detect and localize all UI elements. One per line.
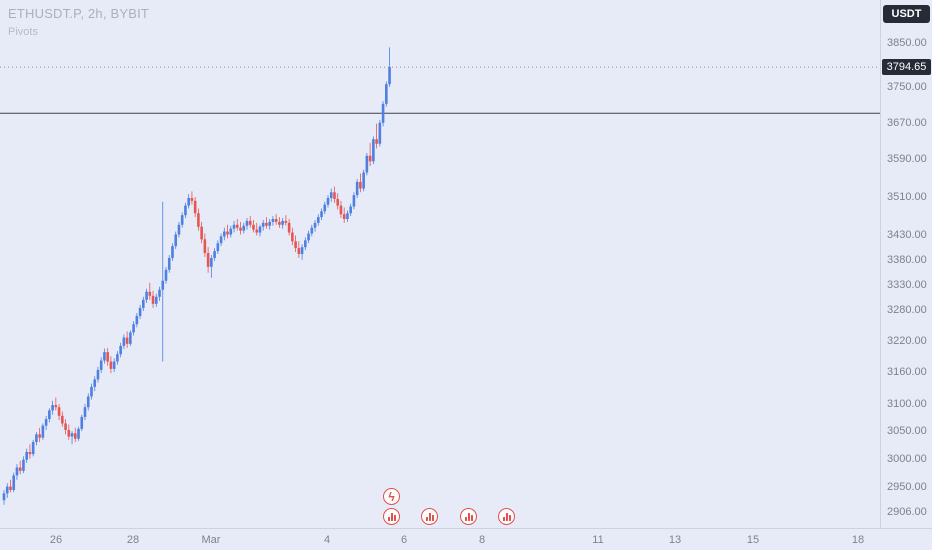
symbol-legend: ETHUSDT.P, 2h, BYBIT Pivots [8, 6, 149, 38]
currency-toggle-button[interactable]: USDT [883, 5, 930, 23]
time-tick: 13 [668, 534, 682, 546]
candles-group [2, 47, 391, 505]
price-tick: 3330.00 [887, 278, 927, 291]
lightning-marker-icon[interactable]: ϟ [383, 488, 400, 505]
time-tick: 4 [323, 534, 331, 546]
price-tick: 3050.00 [887, 425, 927, 438]
time-tick: Mar [201, 534, 221, 546]
time-axis[interactable]: 26 28 Mar 4 6 8 11 13 15 18 [0, 528, 932, 550]
event-marker-icon[interactable] [421, 508, 438, 525]
price-tick: 3380.00 [887, 253, 927, 266]
event-marker-icon[interactable] [460, 508, 477, 525]
time-tick: 18 [851, 534, 865, 546]
time-tick: 28 [126, 534, 140, 546]
time-tick: 26 [49, 534, 63, 546]
price-tick: 3850.00 [887, 37, 927, 49]
candlestick-svg [0, 47, 880, 505]
last-price-badge: 3794.65 [882, 59, 931, 76]
symbol-title[interactable]: ETHUSDT.P, 2h, BYBIT [8, 6, 150, 21]
price-tick: 3280.00 [887, 303, 927, 316]
price-tick: 2950.00 [887, 480, 927, 493]
price-tick: 3100.00 [887, 397, 927, 410]
price-tick: 3590.00 [887, 153, 927, 166]
price-tick: 3750.00 [887, 80, 927, 93]
price-tick: 3510.00 [887, 191, 927, 204]
price-tick: 3000.00 [887, 452, 927, 465]
time-tick: 15 [746, 534, 760, 546]
price-tick: 2906.00 [887, 505, 927, 518]
time-tick: 11 [592, 534, 604, 546]
event-marker-icon[interactable] [383, 508, 400, 525]
indicator-label[interactable]: Pivots [8, 26, 38, 38]
event-marker-icon[interactable] [498, 508, 515, 525]
price-axis[interactable]: USDT 3794.65 3850.00 3750.00 3670.00 3590.0… [880, 0, 932, 528]
price-tick: 3220.00 [887, 334, 927, 347]
last-price-value: 3794.65 [886, 61, 927, 74]
time-tick: 8 [478, 534, 486, 546]
chart-area[interactable]: ETHUSDT.P, 2h, BYBIT Pivots ϟ [0, 0, 880, 528]
price-tick: 3160.00 [887, 366, 927, 379]
price-tick: 3670.00 [887, 116, 927, 129]
time-tick: 6 [400, 534, 408, 546]
price-tick: 3430.00 [887, 229, 927, 242]
